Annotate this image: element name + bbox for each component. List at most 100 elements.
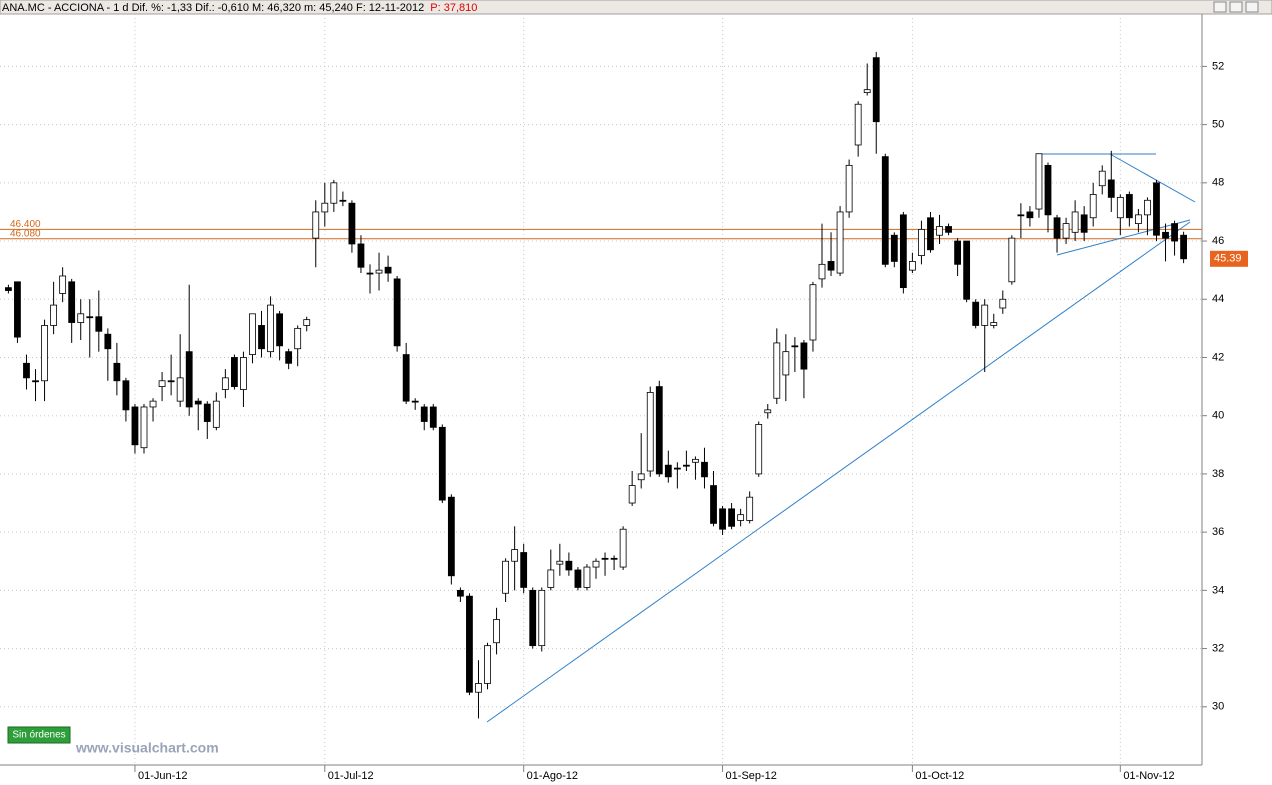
candle-body bbox=[909, 261, 916, 271]
candle-body bbox=[954, 240, 961, 265]
candle-body bbox=[14, 281, 21, 338]
candle-body bbox=[918, 229, 925, 257]
candle-body bbox=[511, 549, 519, 562]
candle-body bbox=[475, 683, 482, 693]
candle-body bbox=[592, 560, 600, 568]
candle-body bbox=[764, 409, 772, 414]
candle-body bbox=[258, 325, 265, 350]
header: ANA.MC - ACCIONA - 1 d Dif. %: -1,33 Dif… bbox=[2, 2, 477, 14]
candle-body bbox=[1053, 217, 1061, 239]
candle-body bbox=[692, 458, 699, 463]
candle-body bbox=[990, 322, 998, 326]
y-tick-label: 32 bbox=[1212, 642, 1224, 654]
candle-body bbox=[384, 266, 392, 274]
candle-body bbox=[158, 380, 166, 387]
candle-body bbox=[520, 552, 528, 588]
candle-body bbox=[981, 304, 989, 326]
maximize-button[interactable] bbox=[1229, 1, 1243, 13]
candle-body bbox=[95, 316, 103, 332]
watermark: www.visualchart.com bbox=[75, 740, 219, 756]
minimize-button[interactable] bbox=[1213, 1, 1227, 13]
candle-body bbox=[1125, 194, 1133, 219]
candle-body bbox=[438, 426, 446, 501]
x-tick-label: 01-Ago-12 bbox=[527, 770, 578, 782]
x-tick-label: 01-Oct-12 bbox=[915, 770, 964, 782]
candle-body bbox=[574, 569, 582, 588]
candle-body bbox=[113, 362, 121, 382]
close-button[interactable] bbox=[1245, 1, 1259, 13]
price-line-label: 46.400 bbox=[10, 219, 41, 230]
candle-body bbox=[719, 508, 726, 530]
window-buttons bbox=[1213, 1, 1259, 13]
x-tick-label: 01-Jun-12 bbox=[138, 770, 188, 782]
candle-body bbox=[267, 304, 274, 353]
grid bbox=[0, 14, 1202, 765]
candle-body bbox=[276, 313, 284, 347]
candle-body bbox=[809, 284, 817, 341]
candle-body bbox=[538, 589, 546, 647]
x-tick-label: 01-Sep-12 bbox=[726, 770, 777, 782]
candle-body bbox=[294, 327, 302, 350]
candle-body bbox=[1017, 214, 1025, 217]
candle-body bbox=[1135, 214, 1142, 224]
candle-body bbox=[854, 103, 862, 146]
y-tick-label: 42 bbox=[1212, 351, 1224, 363]
candle-body bbox=[936, 226, 943, 236]
candle-body bbox=[556, 560, 564, 565]
candle-body bbox=[104, 333, 112, 350]
candle-body bbox=[411, 400, 419, 403]
candle-body bbox=[86, 316, 94, 319]
trendline bbox=[1056, 219, 1191, 256]
y-tick-label: 46 bbox=[1212, 235, 1224, 247]
candle-body bbox=[366, 272, 374, 275]
candle-body bbox=[1116, 196, 1124, 219]
candle-body bbox=[1107, 179, 1115, 198]
candle-body bbox=[23, 362, 30, 379]
candle-body bbox=[1162, 231, 1169, 239]
candle-body bbox=[701, 461, 708, 478]
candle-body bbox=[203, 403, 211, 422]
last-price-box bbox=[1210, 250, 1248, 267]
y-tick-label: 38 bbox=[1212, 468, 1224, 480]
candle-body bbox=[50, 304, 57, 326]
candle-body bbox=[1071, 211, 1079, 233]
candle-body bbox=[899, 214, 907, 289]
trendline bbox=[486, 221, 1191, 723]
y-tick-label: 44 bbox=[1212, 293, 1224, 305]
candle-body bbox=[800, 342, 808, 370]
candle-body bbox=[755, 424, 763, 475]
candle-body bbox=[683, 464, 690, 467]
candle-body bbox=[737, 514, 745, 521]
candle-body bbox=[339, 199, 347, 202]
candle-body bbox=[357, 243, 365, 268]
candle-body bbox=[673, 467, 681, 470]
candle-body bbox=[59, 275, 67, 294]
candle-body bbox=[836, 211, 844, 274]
candle-body bbox=[1098, 170, 1106, 187]
candle-body bbox=[1008, 237, 1016, 283]
candle-body bbox=[601, 557, 609, 560]
candle-body bbox=[1026, 211, 1034, 219]
candle-body bbox=[746, 496, 754, 521]
candle-body bbox=[1153, 182, 1160, 236]
candle-body bbox=[1035, 153, 1043, 210]
candle-body bbox=[456, 589, 464, 597]
candle-body bbox=[791, 345, 799, 348]
orders-button[interactable] bbox=[7, 726, 71, 744]
candle-body bbox=[655, 386, 663, 475]
x-tick-label: 01-Jul-12 bbox=[328, 770, 374, 782]
chart-title: ANA.MC - ACCIONA - 1 d Dif. %: -1,33 Dif… bbox=[2, 2, 424, 14]
trendline bbox=[1109, 153, 1196, 203]
candle-body bbox=[285, 351, 293, 364]
candle-body bbox=[493, 619, 500, 644]
candle-body bbox=[999, 298, 1007, 309]
candle-body bbox=[945, 226, 952, 233]
y-tick-label: 48 bbox=[1212, 177, 1224, 189]
candle-body bbox=[176, 377, 184, 402]
axes: 30 32 34 36 38 40 42 44 46 48 50 52 01-Jun-12 01-Jul-… bbox=[134, 60, 1248, 782]
candle-body bbox=[68, 281, 76, 323]
price-line-label: 46.080 bbox=[10, 228, 41, 239]
candle-body bbox=[963, 240, 971, 300]
